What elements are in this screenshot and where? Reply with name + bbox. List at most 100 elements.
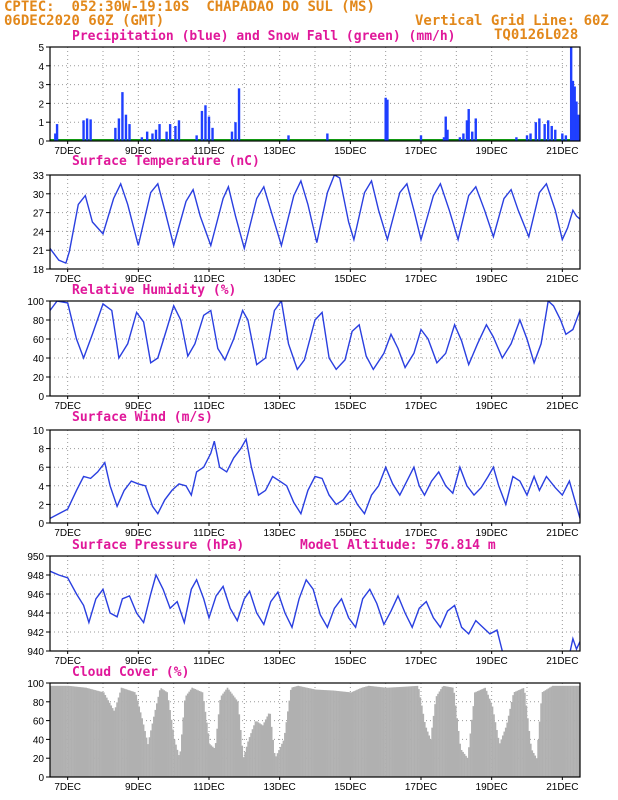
cloud-bar — [466, 757, 469, 777]
wind-xtick-label: 19DEC — [476, 528, 508, 539]
cloud-bar — [404, 686, 407, 777]
cloud-bar — [161, 689, 164, 777]
wind-xtick-label: 9DEC — [125, 528, 152, 539]
cloud-bar — [529, 743, 532, 777]
cloud-bar — [278, 750, 280, 777]
cloud-bar — [204, 711, 207, 777]
cloud-bar — [253, 725, 255, 777]
cloud-bar — [183, 700, 186, 777]
humidity-xtick-label: 21DEC — [546, 401, 578, 412]
cloud-bar — [310, 688, 313, 777]
precip-bar — [168, 124, 172, 141]
humidity-plot-area — [50, 301, 580, 396]
cloud-bar — [403, 686, 406, 777]
cloud-bar — [211, 746, 214, 777]
cloud-bar — [147, 744, 149, 777]
cloud-bar — [512, 695, 514, 777]
cloud-bar — [70, 686, 73, 777]
pressure-xtick-label: 21DEC — [546, 656, 578, 667]
precip-bar — [230, 131, 234, 141]
cloud-bar — [105, 697, 108, 777]
cloud-bar — [491, 706, 494, 777]
cloud-bar — [549, 687, 551, 777]
cloud-bar — [577, 685, 579, 777]
cloud-bar — [394, 687, 397, 777]
cloud-bar — [189, 689, 192, 777]
wind-xtick-label: 7DEC — [54, 528, 81, 539]
precip-bar — [442, 137, 446, 141]
cloud-bar — [270, 726, 273, 777]
model-id: TQ0126L028 — [494, 27, 579, 43]
cloud-bar — [471, 719, 473, 777]
precip-bar — [547, 120, 550, 141]
cloud-bar — [362, 687, 364, 777]
precip-title: Precipitation (blue) and Snow Fall (gree… — [72, 29, 456, 44]
cloud-bar — [363, 686, 366, 777]
cloud-bar — [154, 709, 157, 777]
cloud-frame — [49, 682, 581, 778]
cloud-bar — [432, 715, 435, 777]
cloud-bar — [468, 747, 470, 777]
cloud-bar — [568, 685, 570, 777]
precip-ytick-label: 5 — [38, 43, 44, 54]
precip-frame — [49, 46, 581, 142]
cloud-bar — [556, 685, 559, 777]
cloud-bar — [388, 687, 391, 777]
cloud-bar — [552, 685, 554, 777]
cloud-bar — [401, 686, 404, 777]
cloud-bar — [142, 724, 145, 777]
cloud-bar — [107, 700, 110, 777]
cloud-bar — [83, 687, 86, 777]
cloud-bar — [220, 695, 223, 777]
cloud-bar — [365, 686, 367, 777]
precip-bar — [550, 125, 553, 141]
precip-bar — [165, 131, 168, 141]
cloud-bar — [76, 686, 79, 777]
cloud-bar — [503, 731, 506, 777]
cloud-bar — [292, 686, 295, 777]
cloud-bar — [366, 686, 369, 777]
cloud-bar — [446, 686, 448, 777]
cloud-bar — [375, 686, 378, 777]
cloud-bar — [239, 730, 242, 777]
cloud-bar — [316, 689, 319, 777]
cloud-bar — [294, 686, 297, 777]
cloud-bar — [222, 693, 224, 777]
cloud-bar — [241, 745, 244, 777]
cloud-bar — [75, 686, 77, 777]
precip-bar — [571, 80, 575, 141]
temperature-ytick-label: 30 — [33, 190, 45, 201]
cloud-bar — [441, 686, 444, 777]
cloud-bar — [172, 729, 174, 777]
cloud-bar — [456, 718, 459, 777]
model-altitude: Model Altitude: 576.814 m — [300, 538, 496, 553]
cloud-bar — [370, 686, 373, 777]
precip-bar — [54, 133, 57, 141]
cloud-bar — [557, 685, 560, 777]
cloud-bar — [133, 692, 136, 777]
temperature-line — [50, 175, 580, 265]
wind-xtick-label: 15DEC — [334, 528, 366, 539]
cloud-bar — [225, 689, 227, 777]
cloud-bar — [94, 690, 96, 777]
cloud-bar — [344, 691, 347, 777]
cloud-bar — [248, 737, 251, 777]
precip-bar — [158, 124, 161, 141]
precip-bar — [195, 135, 198, 141]
cloud-bar — [472, 706, 475, 777]
cloud-bar — [254, 721, 257, 777]
precip-bar — [154, 129, 158, 141]
precip-xtick-label: 7DEC — [54, 146, 81, 157]
cloud-bar — [341, 691, 344, 777]
cloud-bar — [209, 744, 211, 777]
cloud-bar — [531, 750, 534, 777]
cloud-bar — [79, 687, 82, 777]
cloud-bar — [574, 685, 576, 777]
precip-bar — [529, 133, 532, 141]
cloud-bar — [315, 689, 317, 777]
cloud-bar — [345, 691, 348, 777]
cloud-bar — [515, 691, 517, 777]
cloud-bar — [135, 694, 138, 777]
location-name: CHAPADAO DO SUL (MS) — [206, 0, 375, 15]
cloud-bar — [509, 708, 512, 777]
